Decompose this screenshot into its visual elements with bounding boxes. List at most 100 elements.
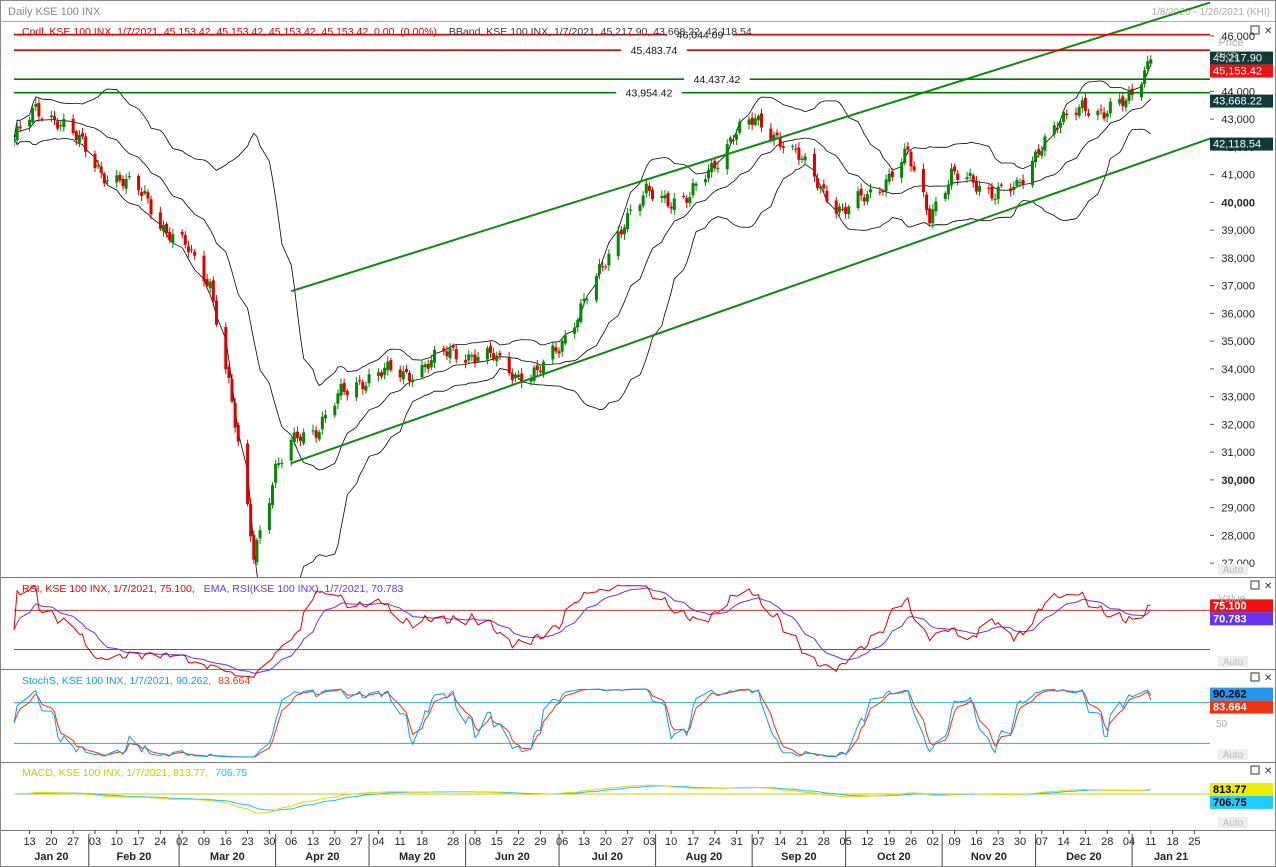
candle-body	[62, 119, 66, 128]
candle-body	[140, 192, 144, 197]
price-tick-label: 30,000	[1221, 475, 1255, 487]
candle-body	[146, 192, 150, 199]
candle-body	[171, 234, 175, 243]
horizontal-level-label: 43,954.42	[626, 88, 673, 100]
x-tick-label: 06	[556, 836, 568, 848]
candle-body	[878, 191, 882, 193]
maximize-icon[interactable]	[1250, 765, 1260, 775]
candle-body	[710, 163, 714, 173]
candle-body	[404, 368, 408, 372]
candle-body	[302, 432, 306, 444]
date-range: 1/8/2020 - 1/26/2021 (KHI)	[1152, 7, 1270, 18]
candle-body	[847, 206, 851, 215]
candle-body	[1146, 61, 1150, 70]
x-tick-label: 06	[285, 836, 297, 848]
stoch-legend-k: StochS, KSE 100 INX, 1/7/2021, 90.262,	[22, 675, 211, 687]
x-tick-label: 03	[89, 836, 101, 848]
candle-body	[629, 209, 633, 211]
x-tick-label: 09	[948, 836, 960, 848]
candle-body	[513, 374, 517, 379]
maximize-icon[interactable]	[1250, 580, 1260, 590]
candle-body	[800, 158, 804, 160]
stoch-tag-bg	[1210, 687, 1273, 701]
auto-scale-button[interactable]	[1218, 564, 1248, 575]
stoch-tag-bg	[1210, 700, 1273, 714]
month-label: Mar 20	[210, 851, 245, 863]
close-icon[interactable]: ✕	[1264, 766, 1272, 777]
candle-body	[579, 303, 583, 323]
x-tick-label: 18	[1167, 836, 1179, 848]
candle-body	[971, 175, 975, 183]
candle-body	[143, 190, 147, 194]
candle-body	[158, 212, 162, 229]
candle-body	[663, 195, 667, 199]
x-tick-label: 11	[1145, 836, 1156, 848]
candle-body	[563, 335, 567, 344]
candle-body	[1065, 113, 1069, 116]
month-label: Aug 20	[686, 851, 723, 863]
candle-body	[214, 300, 218, 325]
price-tick-label: 28,000	[1221, 530, 1255, 542]
candle-body	[311, 430, 315, 432]
candle-body	[731, 139, 735, 141]
macd-legend: MACD, KSE 100 INX, 1/7/2021, 813.77, 706…	[22, 767, 247, 779]
candle-body	[1099, 109, 1103, 111]
rsi-tag-bg	[1210, 612, 1273, 626]
stoch-tag-label: 83.664	[1213, 702, 1248, 714]
auto-scale-button[interactable]	[1218, 656, 1248, 667]
candle-body	[1009, 188, 1013, 192]
candle-body	[127, 176, 131, 178]
price-tick-label: 39,000	[1221, 225, 1255, 237]
close-icon[interactable]: ✕	[1264, 26, 1272, 37]
price-tag-bg	[1210, 94, 1273, 108]
candle-body	[900, 162, 904, 178]
candle-body	[791, 146, 795, 148]
candle-body	[819, 186, 823, 189]
macd-panel-controls: ✕	[1250, 765, 1272, 777]
bband-upper	[14, 64, 1152, 386]
candle-body	[342, 382, 346, 392]
candle-body	[383, 367, 387, 375]
x-tick-label: 30	[263, 836, 275, 848]
x-tick-label: 04	[1123, 836, 1135, 848]
auto-scale-button[interactable]	[1218, 817, 1248, 828]
candle-body	[604, 266, 608, 268]
candle-body	[510, 373, 514, 381]
month-label: Sep 20	[781, 851, 816, 863]
x-tick-label: 21	[796, 836, 808, 848]
candle-body	[454, 349, 458, 360]
candle-body	[554, 347, 558, 352]
candle-body	[672, 198, 676, 211]
candle-body	[978, 186, 982, 192]
candle-body	[401, 371, 405, 380]
candle-body	[912, 166, 916, 171]
maximize-icon[interactable]	[1250, 25, 1260, 35]
macd-legend-main: MACD, KSE 100 INX, 1/7/2021, 813.77,	[22, 767, 208, 779]
price-tick-label: 40,000	[1221, 197, 1255, 209]
candle-body	[186, 246, 190, 252]
candle-body	[190, 249, 194, 251]
price-tag-bg	[1210, 51, 1273, 65]
candle-body	[607, 253, 611, 266]
macd-tag-bg	[1210, 795, 1273, 809]
candle-body	[538, 370, 542, 373]
candle-body	[887, 173, 891, 182]
x-tick-label: 31	[730, 836, 742, 848]
candle-body	[84, 136, 88, 152]
stoch-legend-d: 83.664	[218, 675, 250, 687]
candle-body	[295, 431, 299, 439]
stoch-plot	[13, 688, 1210, 758]
close-icon[interactable]: ✕	[1264, 673, 1272, 684]
candle-body	[1102, 112, 1106, 119]
candle-body	[168, 231, 172, 241]
maximize-icon[interactable]	[1250, 672, 1260, 682]
candle-body	[121, 178, 125, 187]
candle-body	[520, 373, 524, 383]
price-tick-label: 46,000	[1221, 31, 1255, 43]
month-label: Jan 20	[34, 851, 68, 863]
candle-body	[616, 231, 620, 257]
close-icon[interactable]: ✕	[1264, 581, 1272, 592]
auto-scale-button[interactable]	[1218, 749, 1248, 760]
x-tick-label: 27	[350, 836, 362, 848]
candle-body	[928, 208, 932, 224]
